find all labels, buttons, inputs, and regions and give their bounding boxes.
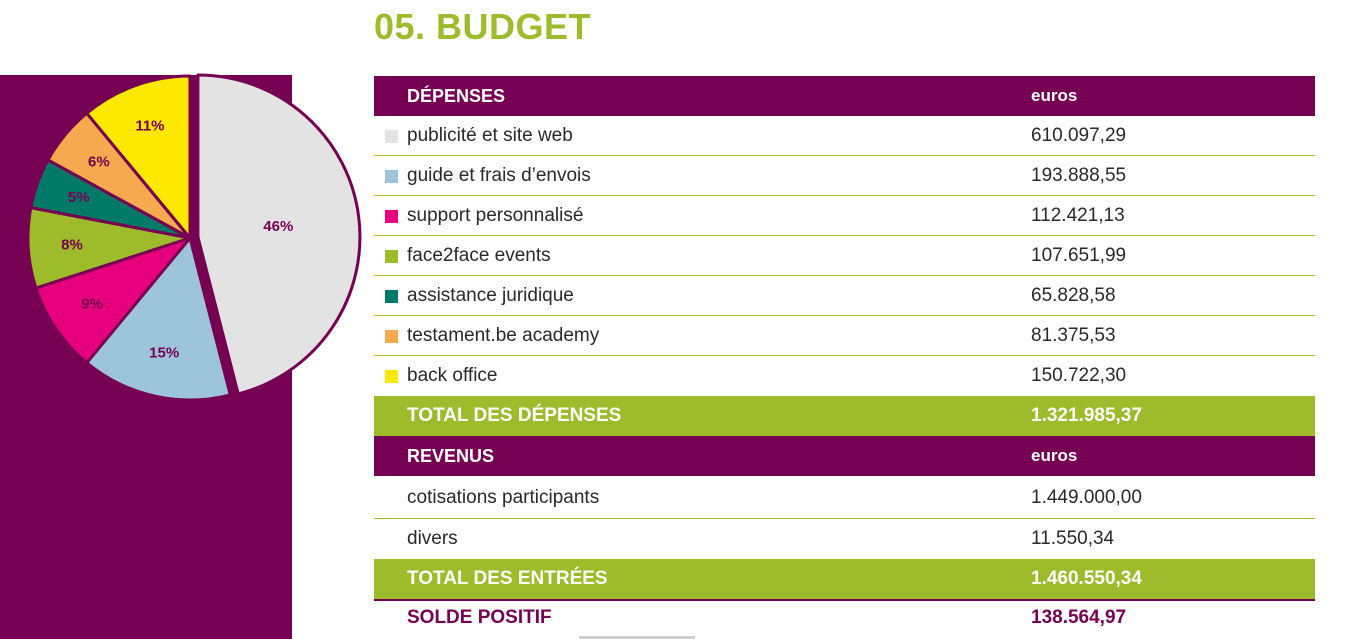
legend-swatch: [385, 290, 398, 303]
legend-swatch: [385, 250, 398, 263]
expense-label: face2face events: [407, 245, 551, 266]
revenues-total-value: 1.460.550,34: [1031, 568, 1142, 589]
balance-label: SOLDE POSITIF: [407, 607, 552, 628]
revenue-row: cotisations participants 1.449.000,00: [374, 476, 1315, 519]
expense-value: 150.722,30: [1031, 365, 1127, 386]
expense-label: back office: [407, 365, 498, 386]
pie-slice: [196, 73, 362, 396]
expense-row: support personnalisé 112.421,13: [374, 196, 1315, 236]
horizontal-scrollbar[interactable]: [579, 636, 695, 639]
legend-swatch: [385, 210, 398, 223]
revenue-value: 11.550,34: [1031, 528, 1115, 549]
revenues-header-unit: euros: [1031, 446, 1078, 465]
revenues-header-label: REVENUS: [407, 446, 495, 466]
expense-row: back office 150.722,30: [374, 356, 1315, 396]
revenue-row: divers 11.550,34: [374, 519, 1315, 559]
legend-swatch: [385, 370, 398, 383]
expense-label: support personnalisé: [407, 205, 584, 226]
expense-label: publicité et site web: [407, 125, 573, 146]
pie-slice-label: 9%: [81, 295, 103, 312]
expense-row: testament.be academy 81.375,53: [374, 316, 1315, 356]
expense-value: 193.888,55: [1031, 165, 1127, 186]
pie-slice-label: 8%: [61, 236, 83, 253]
pie-slice-label: 6%: [88, 154, 110, 171]
page-title: 05. BUDGET: [374, 6, 592, 47]
balance-value: 138.564,97: [1031, 607, 1127, 628]
pie-slice-label: 5%: [68, 189, 90, 206]
legend-swatch: [385, 170, 398, 183]
pie-slice-label: 15%: [149, 344, 179, 361]
legend-swatch: [385, 330, 398, 343]
expense-value: 610.097,29: [1031, 125, 1127, 146]
expenses-header-unit: euros: [1031, 86, 1078, 105]
expense-label: assistance juridique: [407, 285, 574, 306]
pie-slice: [85, 74, 192, 240]
expenses-total-row: TOTAL DES DÉPENSES 1.321.985,37: [374, 396, 1315, 436]
revenues-header-row: REVENUS euros: [374, 436, 1315, 476]
expenses-header-row: DÉPENSES euros: [374, 76, 1315, 116]
pie-slice: [85, 236, 232, 402]
revenue-value: 1.449.000,00: [1031, 487, 1142, 508]
expense-value: 81.375,53: [1031, 325, 1116, 346]
balance-row: SOLDE POSITIF 138.564,97: [374, 599, 1315, 631]
expense-label: guide et frais d’envois: [407, 165, 591, 186]
revenues-total-label: TOTAL DES ENTRÉES: [407, 568, 608, 589]
pie-slice: [34, 236, 192, 365]
revenue-label: cotisations participants: [407, 487, 600, 508]
expense-row: publicité et site web 610.097,29: [374, 116, 1315, 156]
pie-slice-label: 46%: [263, 218, 293, 235]
expense-label: testament.be academy: [407, 325, 600, 346]
budget-table: DÉPENSES euros publicité et site web 610…: [374, 76, 1315, 631]
expenses-total-value: 1.321.985,37: [1031, 405, 1142, 426]
expense-value: 65.828,58: [1031, 285, 1116, 306]
expense-value: 107.651,99: [1031, 245, 1127, 266]
expense-row: assistance juridique 65.828,58: [374, 276, 1315, 316]
legend-swatch: [385, 130, 398, 143]
pie-slice-label: 11%: [135, 118, 164, 135]
expense-row: face2face events 107.651,99: [374, 236, 1315, 276]
pie-chart: 46% 15% 9% 8% 5% 6% 11%: [26, 73, 362, 402]
expense-row: guide et frais d’envois 193.888,55: [374, 156, 1315, 196]
expense-value: 112.421,13: [1031, 205, 1125, 226]
revenue-label: divers: [407, 528, 458, 549]
expenses-header-label: DÉPENSES: [407, 86, 506, 106]
revenues-total-row: TOTAL DES ENTRÉES 1.460.550,34: [374, 559, 1315, 599]
expenses-total-label: TOTAL DES DÉPENSES: [407, 405, 622, 426]
